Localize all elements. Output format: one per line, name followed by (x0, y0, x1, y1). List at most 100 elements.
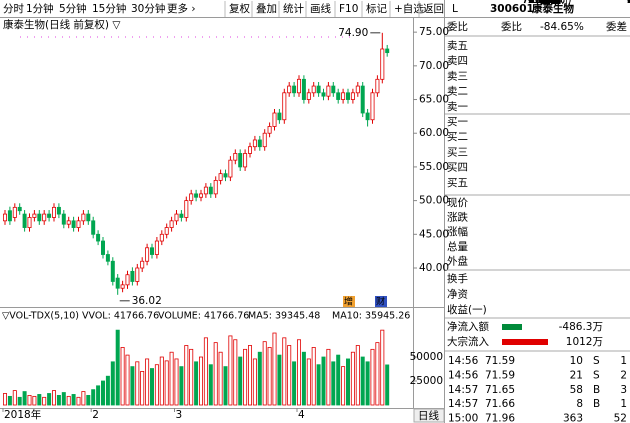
period-tab[interactable]: 30分钟 (131, 2, 165, 15)
volume-bar (159, 356, 164, 406)
tool-button[interactable]: 统计 (283, 2, 304, 15)
volume-bar (326, 348, 331, 406)
volume-bar (12, 390, 17, 406)
volume-bar (164, 360, 169, 406)
candle-body (86, 213, 91, 222)
event-marker[interactable] (375, 296, 387, 307)
candle-body (198, 193, 203, 198)
candle-body (375, 78, 380, 94)
candle-body (71, 220, 76, 228)
candle-body (52, 206, 57, 218)
candle-body (76, 220, 81, 228)
candle-body (3, 213, 8, 222)
flow-bar (502, 324, 522, 330)
candle-body (37, 213, 42, 222)
volume-bar (154, 364, 159, 406)
candle-body (164, 227, 169, 235)
quote-cell: 委差 (606, 20, 627, 33)
quote-cell: 71.80 (522, 0, 552, 6)
quote-cell: B (593, 384, 600, 396)
candle-body (223, 173, 228, 178)
volume-bar (341, 366, 346, 406)
y-tick-label: 70.00 (419, 60, 449, 72)
tool-button[interactable]: 标记 (366, 3, 387, 15)
candle-body (42, 213, 47, 222)
quote-cell: 71.90 (522, 0, 552, 6)
quote-cell: 71.84 (522, 0, 552, 6)
quote-cell: 14:56 (448, 369, 479, 381)
candle-body (203, 186, 208, 195)
tool-button[interactable]: F10 (339, 3, 358, 15)
candle-body (257, 139, 262, 148)
volume-bar (91, 389, 96, 406)
volume-bar (169, 351, 174, 406)
volume-bar (3, 393, 8, 406)
period-tab[interactable]: 15分钟 (92, 2, 126, 15)
volume-bar (37, 394, 42, 406)
candle-body (272, 112, 277, 127)
candle-body (228, 159, 233, 178)
quote-cell: B (593, 398, 600, 410)
quote-cell: 买五 (447, 177, 468, 189)
volume-bar (228, 335, 233, 406)
candle-body (262, 132, 267, 148)
period-tab[interactable]: 分时 (3, 3, 24, 15)
quote-cell: 大宗流入 (447, 335, 489, 348)
volume-bar (115, 329, 120, 406)
quote-cell: 0.270 (528, 0, 558, 6)
period-tab[interactable]: 1分钟 (26, 2, 54, 15)
quote-cell: S (593, 369, 600, 381)
volume-bar (135, 361, 140, 406)
period-tab[interactable]: 更多 › (167, 2, 196, 15)
volume-bar (213, 342, 218, 406)
volume-bar (110, 361, 115, 406)
period-button-label[interactable]: 日线 (418, 409, 439, 422)
tool-button[interactable]: 画线 (310, 2, 331, 15)
y-tick-label: 50.00 (419, 195, 449, 207)
quote-cell: 收益(一) (447, 303, 487, 316)
candle-body (105, 254, 110, 262)
candle-body (385, 48, 390, 54)
candle-body (282, 92, 287, 121)
candle-body (145, 247, 150, 262)
volume-bar (56, 395, 61, 406)
tool-button[interactable]: 复权 (229, 2, 250, 15)
candle-body (311, 85, 316, 94)
volume-bar (208, 364, 213, 406)
volume-bar (282, 337, 287, 406)
tool-button[interactable]: +自选 (394, 2, 424, 15)
event-marker[interactable] (343, 296, 355, 307)
volume-title: ▽VOL-TDX(5,10) (2, 311, 79, 322)
y-tick-label: 55.00 (419, 161, 449, 173)
volume-bar (17, 396, 22, 406)
flag: L (452, 3, 458, 15)
volume-bar (247, 345, 252, 406)
candle-body (91, 220, 96, 235)
volume-bar (296, 339, 301, 406)
tool-button[interactable]: 叠加 (256, 3, 277, 15)
quote-cell: -0.63 (528, 0, 555, 6)
quote-cell: 14:56 (448, 355, 479, 367)
candle-body (296, 78, 301, 94)
period-tab[interactable]: 5分钟 (59, 2, 87, 15)
candle-body (56, 206, 61, 215)
volume-bar (52, 390, 57, 406)
quote-cell: 72.06 (522, 0, 552, 6)
volume-bar (184, 345, 189, 406)
volume-bar (140, 371, 145, 406)
candle-body (218, 173, 223, 181)
candle-body (101, 240, 106, 255)
tool-button[interactable]: 返回 (423, 3, 444, 15)
volume-bar (321, 356, 326, 406)
volume-bar (385, 364, 390, 406)
volume-bar (101, 380, 106, 406)
period-button[interactable] (413, 408, 445, 423)
volume-bar (380, 329, 385, 406)
volume-bar (130, 366, 135, 406)
quote-cell: 20516 (528, 0, 562, 6)
volume-bar (350, 351, 355, 406)
quote-cell: 3.06 (528, 0, 552, 6)
y-tick-label: 75.00 (419, 26, 449, 38)
quote-cell: 71.66 (485, 398, 515, 410)
